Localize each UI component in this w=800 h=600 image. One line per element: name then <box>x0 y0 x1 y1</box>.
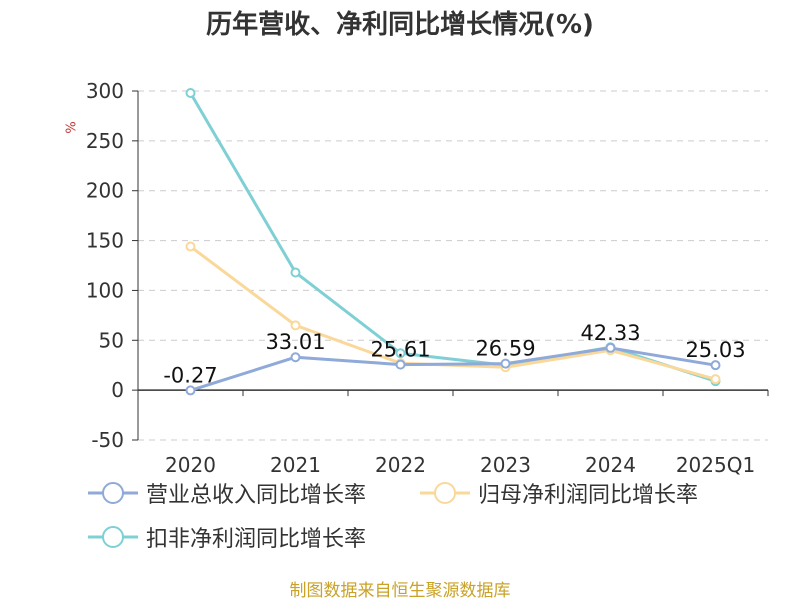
legend-item-revenue[interactable]: 营业总收入同比增长率 <box>88 477 366 509</box>
data-point <box>185 241 196 252</box>
data-label: 25.61 <box>370 338 430 362</box>
legend-item-deducted-profit[interactable]: 扣非净利润同比增长率 <box>88 521 366 553</box>
data-label: 33.01 <box>265 330 325 354</box>
source-footer: 制图数据来自恒生聚源数据库 <box>289 581 511 600</box>
y-tick-label: -50 <box>91 428 124 452</box>
data-label: 26.59 <box>475 337 535 361</box>
y-tick-label: 0 <box>111 378 124 402</box>
x-tick-label: 2023 <box>480 453 531 477</box>
legend-marker-deducted-profit-icon <box>88 526 138 548</box>
data-label: -0.27 <box>163 363 217 387</box>
y-tick-label: 50 <box>99 328 124 352</box>
data-point <box>290 267 301 278</box>
data-point <box>290 352 301 363</box>
legend-item-net-profit[interactable]: 归母净利润同比增长率 <box>420 477 698 509</box>
data-point <box>710 360 721 371</box>
x-tick-label: 2024 <box>585 453 636 477</box>
x-tick-label: 2021 <box>270 453 321 477</box>
y-tick-label: 150 <box>86 229 124 253</box>
data-point <box>395 348 406 359</box>
data-label: 25.03 <box>685 338 745 362</box>
data-point <box>500 358 511 369</box>
x-tick-label: 2022 <box>375 453 426 477</box>
x-tick-label: 2025Q1 <box>676 453 755 477</box>
legend-label-net-profit: 归母净利润同比增长率 <box>478 483 699 508</box>
data-point <box>605 342 616 353</box>
legend-label-revenue: 营业总收入同比增长率 <box>146 483 367 508</box>
y-tick-label: 250 <box>86 129 124 153</box>
data-point <box>395 359 406 370</box>
legend-marker-net-profit-icon <box>420 482 470 504</box>
data-point <box>185 87 196 98</box>
data-point <box>710 374 721 385</box>
data-point <box>185 385 196 396</box>
y-tick-label: 100 <box>86 278 124 302</box>
x-tick-label: 2020 <box>165 453 216 477</box>
legend-marker-revenue-icon <box>88 482 138 504</box>
series-line-0 <box>190 346 716 392</box>
y-tick-label: 200 <box>86 179 124 203</box>
y-tick-label: 300 <box>86 79 124 103</box>
chart-title: 历年营收、净利同比增长情况(%) <box>206 10 594 40</box>
legend-label-deducted-profit: 扣非净利润同比增长率 <box>146 527 367 552</box>
data-point <box>290 320 301 331</box>
series-line-2 <box>189 92 716 383</box>
data-label: 42.33 <box>580 321 640 345</box>
